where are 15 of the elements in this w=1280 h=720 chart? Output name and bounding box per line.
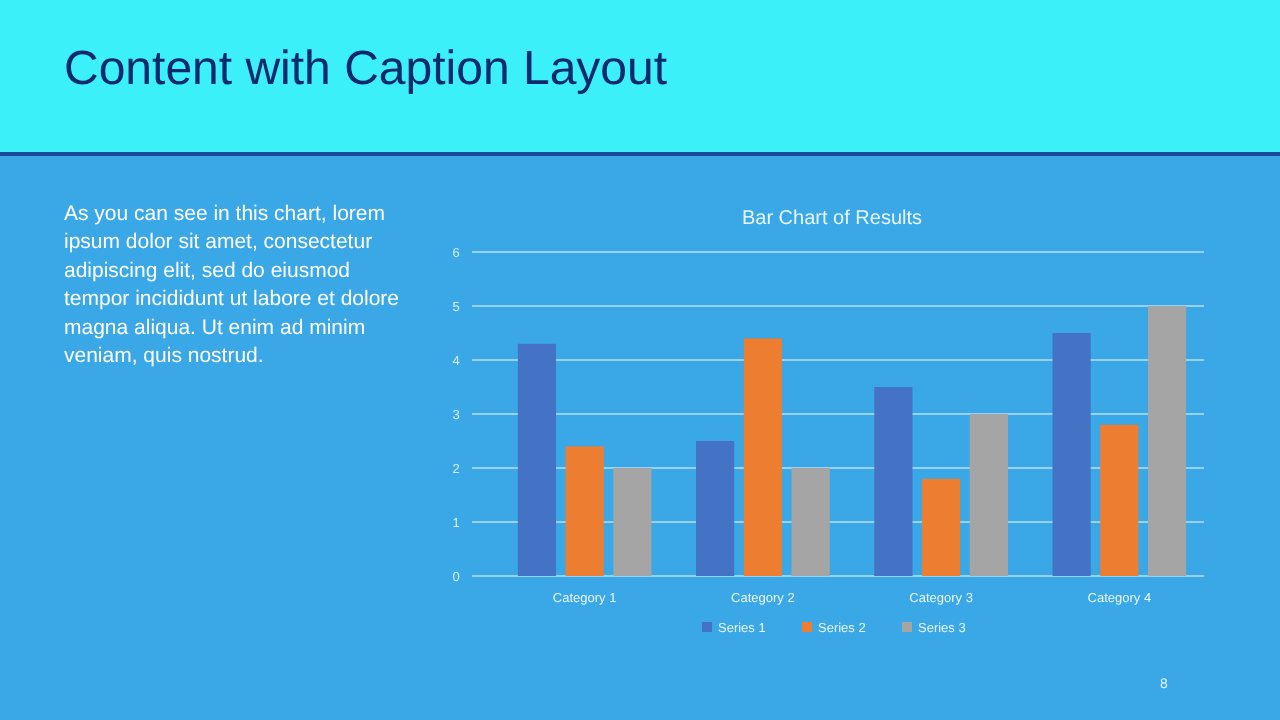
bar [791, 468, 830, 576]
bar [517, 343, 557, 576]
bar [613, 468, 652, 576]
chart-title: Bar Chart of Results [741, 208, 923, 230]
bar [565, 446, 604, 576]
bar [1147, 306, 1187, 576]
text: As you can see in this chart, lorem ipsum dolor sit amet, consectetur adipiscing elit, sed do eiusmod tempor incididunt ut labore et dolore magna aliqua. Ut enim ad minim veniam, quis nostrud. [64, 202, 400, 368]
text: Content with Caption Layout [64, 42, 668, 96]
bar [743, 338, 782, 576]
bar [1100, 424, 1139, 576]
bar [969, 414, 1008, 576]
bar [874, 387, 913, 576]
bar [922, 478, 961, 576]
bar [696, 441, 735, 576]
bar [1052, 333, 1091, 576]
